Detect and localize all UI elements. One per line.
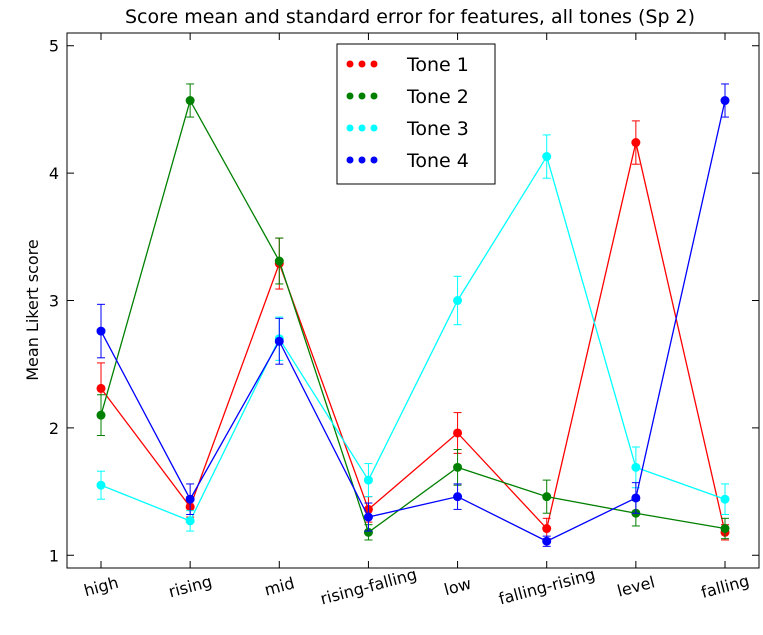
chart-title: Score mean and standard error for featur…: [125, 6, 695, 28]
data-point: [363, 475, 373, 485]
data-point: [96, 326, 106, 336]
legend-item: Tone 3: [346, 118, 469, 140]
data-point: [185, 96, 195, 106]
legend-marker: [370, 92, 378, 100]
data-point: [542, 492, 552, 502]
y-tick-label: 4: [49, 164, 59, 183]
data-point: [631, 462, 641, 472]
data-point: [96, 410, 106, 420]
legend-label: Tone 4: [406, 150, 469, 172]
x-tick-label: rising: [167, 572, 215, 602]
legend-marker: [358, 156, 366, 164]
legend-marker: [358, 124, 366, 132]
x-tick-label: low: [442, 574, 473, 599]
y-tick-label: 1: [49, 546, 59, 565]
series-tone-4: [96, 83, 730, 547]
data-point: [274, 256, 284, 266]
y-tick-label: 5: [49, 37, 59, 56]
data-point: [185, 516, 195, 526]
series-line: [100, 100, 726, 542]
legend-marker: [370, 124, 378, 132]
legend-marker: [370, 60, 378, 68]
legend-marker: [358, 60, 366, 68]
data-point: [363, 512, 373, 522]
x-tick-label: rising-falling: [318, 565, 418, 609]
series-line: [100, 154, 726, 522]
legend-marker: [346, 156, 354, 164]
x-tick-label: high: [82, 573, 121, 600]
legend-marker: [346, 92, 354, 100]
legend-label: Tone 1: [406, 54, 469, 76]
legend: Tone 1 Tone 2 Tone 3 Tone 4: [336, 43, 496, 185]
data-point: [363, 527, 373, 537]
y-axis-label: Mean Likert score: [23, 239, 42, 381]
y-tick-label: 2: [49, 419, 59, 438]
data-point: [542, 152, 552, 162]
data-point: [720, 96, 730, 106]
legend-item: Tone 1: [346, 54, 469, 76]
data-point: [631, 493, 641, 503]
x-tick-label: falling-rising: [497, 565, 597, 609]
data-point: [542, 536, 552, 546]
series-line: [100, 142, 726, 533]
data-point: [453, 428, 463, 438]
x-tick-label: falling: [699, 571, 751, 602]
data-point: [720, 494, 730, 504]
data-point: [274, 336, 284, 346]
legend-label: Tone 2: [406, 86, 469, 108]
data-point: [453, 462, 463, 472]
data-point: [96, 383, 106, 393]
x-tick-label: level: [615, 572, 657, 600]
legend-marker: [370, 156, 378, 164]
data-point: [453, 296, 463, 305]
legend-marker: [358, 92, 366, 100]
x-tick-label: mid: [262, 573, 296, 599]
legend-marker: [346, 60, 354, 68]
data-point: [96, 480, 106, 490]
legend-marker: [346, 124, 354, 132]
data-point: [185, 494, 195, 504]
data-point: [720, 524, 730, 534]
legend-label: Tone 3: [406, 118, 469, 140]
legend-item: Tone 4: [346, 150, 469, 172]
data-point: [542, 524, 552, 534]
y-tick-label: 3: [49, 292, 59, 311]
data-point: [631, 138, 641, 148]
series-line: [100, 98, 726, 534]
data-point: [453, 492, 463, 502]
legend-item: Tone 2: [346, 86, 469, 108]
